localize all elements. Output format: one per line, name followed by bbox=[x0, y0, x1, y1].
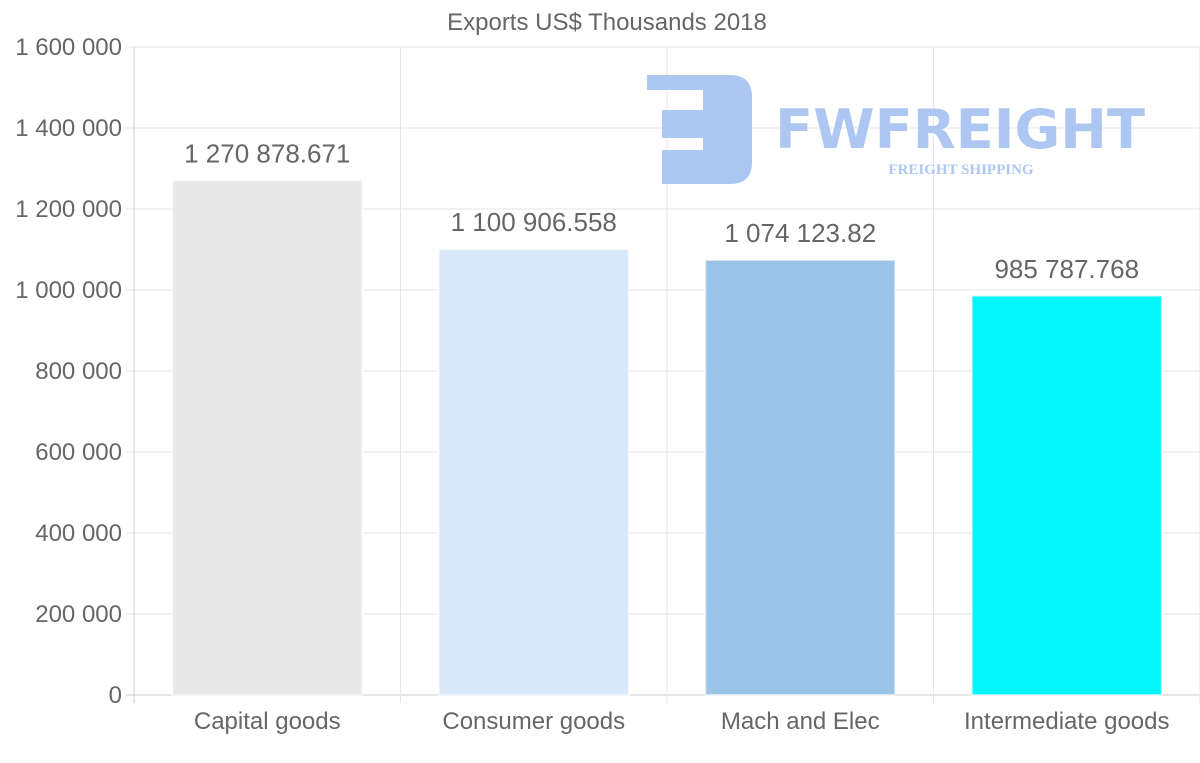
chart-title: Exports US$ Thousands 2018 bbox=[447, 9, 767, 36]
y-tick-label: 1 600 000 bbox=[15, 34, 122, 61]
data-label: 985 787.768 bbox=[994, 254, 1139, 284]
y-tick-label: 400 000 bbox=[35, 520, 122, 547]
x-tick-label: Mach and Elec bbox=[721, 708, 880, 735]
y-tick-label: 1 000 000 bbox=[15, 277, 122, 304]
x-tick-label: Intermediate goods bbox=[964, 708, 1169, 735]
bar-consumer-goods[interactable] bbox=[437, 248, 630, 696]
watermark-brand: FWFREIGHT bbox=[775, 98, 1145, 161]
bars bbox=[171, 179, 1163, 697]
data-labels: 1 270 878.671 1 100 906.558 1 074 123.82 98… bbox=[184, 138, 1139, 283]
y-tick-label: 800 000 bbox=[35, 358, 122, 385]
bar-intermediate-goods[interactable] bbox=[970, 294, 1163, 696]
x-tick-label: Capital goods bbox=[194, 708, 341, 735]
bar-mach-and-elec[interactable] bbox=[704, 258, 897, 696]
logo-mark-icon bbox=[647, 75, 752, 184]
watermark-tagline: FREIGHT SHIPPING bbox=[888, 162, 1033, 178]
data-label: 1 074 123.82 bbox=[724, 218, 876, 248]
watermark-logo: FWFREIGHT FREIGHT SHIPPING bbox=[647, 75, 1145, 184]
x-axis: Capital goods Consumer goods Mach and Elec… bbox=[194, 708, 1170, 735]
y-tick-label: 200 000 bbox=[35, 601, 122, 628]
y-tick-label: 600 000 bbox=[35, 439, 122, 466]
y-tick-label: 0 bbox=[109, 682, 122, 709]
y-tick-label: 1 400 000 bbox=[15, 115, 122, 142]
data-label: 1 100 906.558 bbox=[451, 207, 617, 237]
y-axis: 0 200 000 400 000 600 000 800 000 1 000 000 1 … bbox=[15, 34, 122, 709]
bar-capital-goods[interactable] bbox=[171, 179, 364, 697]
data-label: 1 270 878.671 bbox=[184, 138, 350, 168]
x-tick-label: Consumer goods bbox=[442, 708, 625, 735]
y-tick-label: 1 200 000 bbox=[15, 196, 122, 223]
